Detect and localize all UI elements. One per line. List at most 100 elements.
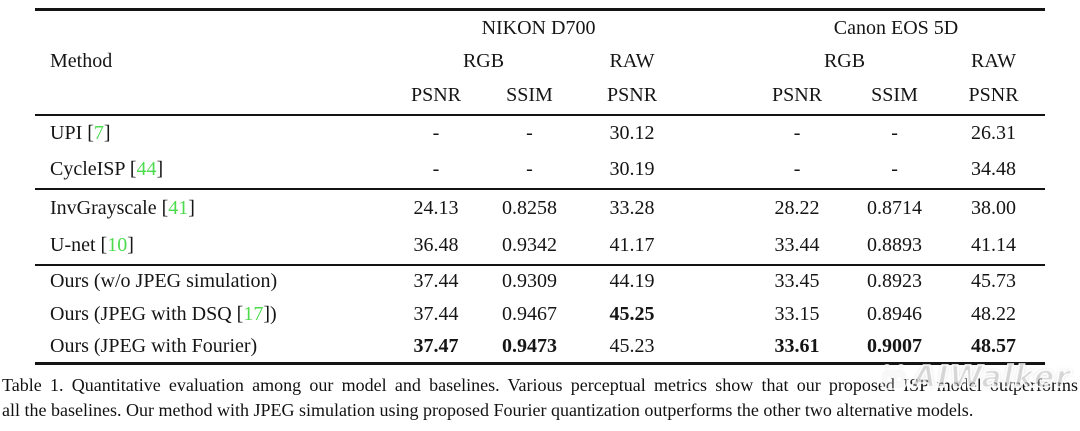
table-row-ours-fourier: Ours (JPEG with Fourier) 37.47 0.9473 45… bbox=[35, 331, 1045, 364]
value-cell: - bbox=[793, 158, 801, 180]
nikon-rgb-psnr-header: PSNR bbox=[410, 84, 462, 106]
value-cell: 34.48 bbox=[971, 158, 1017, 180]
value-cell: 26.31 bbox=[971, 122, 1017, 144]
column-gap bbox=[687, 298, 747, 331]
nikon-rgb-header: RGB bbox=[462, 50, 505, 72]
method-label: Ours (w/o JPEG simulation) bbox=[50, 270, 278, 292]
value-cell: - bbox=[526, 122, 533, 144]
header-metric-row: PSNR SSIM PSNR PSNR SSIM PSNR bbox=[35, 78, 1046, 115]
column-gap bbox=[687, 152, 747, 189]
value-cell: 48.22 bbox=[971, 302, 1017, 325]
value-cell: 24.13 bbox=[413, 196, 459, 219]
canon-raw-psnr-header: PSNR bbox=[968, 84, 1019, 106]
baseline-section-unpaired: UPI [7] - - 30.12 - - 26.31 CycleISP [44… bbox=[35, 115, 1045, 189]
citation-number: 44 bbox=[136, 158, 157, 180]
value-cell: 30.19 bbox=[609, 158, 655, 180]
table-header: NIKON D700 Canon EOS 5D Method RGB RAW R… bbox=[35, 10, 1046, 115]
canon-rgb-psnr-header: PSNR bbox=[772, 84, 823, 106]
value-cell: 0.9467 bbox=[502, 302, 557, 325]
method-label: Ours (JPEG with DSQ [ bbox=[50, 302, 244, 325]
value-cell: 33.61 bbox=[774, 334, 820, 357]
value-cell: 0.8923 bbox=[867, 270, 923, 292]
column-gap bbox=[687, 189, 747, 227]
value-cell: 37.44 bbox=[413, 302, 459, 325]
value-cell: 33.45 bbox=[774, 270, 820, 292]
table-row-ours-no-jpeg: Ours (w/o JPEG simulation) 37.44 0.9309 … bbox=[35, 264, 1046, 298]
method-cell: UPI [7] bbox=[35, 115, 390, 152]
column-gap bbox=[687, 10, 747, 46]
value-cell: 45.73 bbox=[971, 270, 1017, 292]
value-cell: 36.48 bbox=[413, 233, 459, 256]
citation-number: 7 bbox=[93, 122, 104, 144]
table-caption: Table 1. Quantitative evaluation among o… bbox=[2, 373, 1078, 423]
camera-group-canon: Canon EOS 5D bbox=[833, 16, 959, 39]
value-cell: - bbox=[432, 122, 440, 144]
method-label: U-net [ bbox=[50, 233, 108, 256]
method-label: UPI [ bbox=[50, 122, 94, 144]
value-cell: 0.9309 bbox=[502, 270, 557, 292]
value-cell: 37.44 bbox=[413, 270, 459, 292]
value-cell: - bbox=[891, 122, 898, 144]
header-empty-cell bbox=[35, 10, 390, 46]
value-cell: 33.15 bbox=[774, 302, 820, 325]
value-cell: 44.19 bbox=[609, 270, 655, 292]
value-cell: 45.25 bbox=[609, 302, 655, 325]
value-cell: 0.9007 bbox=[867, 334, 923, 357]
value-cell: 0.8893 bbox=[867, 233, 923, 256]
table-row-upi: UPI [7] - - 30.12 - - 26.31 bbox=[35, 115, 1045, 152]
value-cell: 41.17 bbox=[609, 233, 655, 256]
table-row-unet: U-net [10] 36.48 0.9342 41.17 33.44 0.88… bbox=[35, 227, 1045, 265]
ours-section: Ours (w/o JPEG simulation) 37.44 0.9309 … bbox=[35, 264, 1046, 364]
header-empty-cell bbox=[35, 78, 390, 115]
method-label: InvGrayscale [ bbox=[50, 196, 169, 219]
method-label: CycleISP [ bbox=[50, 158, 137, 180]
value-cell: 0.9473 bbox=[502, 334, 557, 357]
nikon-rgb-ssim-header: SSIM bbox=[506, 84, 553, 106]
method-cell: InvGrayscale [41] bbox=[35, 189, 390, 227]
caption-line-1: Table 1. Quantitative evaluation among o… bbox=[2, 375, 1078, 395]
table-row-invgrayscale: InvGrayscale [41] 24.13 0.8258 33.28 28.… bbox=[35, 188, 1046, 227]
value-cell: 33.44 bbox=[774, 233, 820, 256]
method-label-suffix: ] bbox=[127, 233, 134, 256]
column-gap bbox=[687, 78, 747, 115]
value-cell: 28.22 bbox=[774, 196, 820, 219]
column-gap bbox=[687, 265, 747, 298]
method-label: Ours (JPEG with Fourier) bbox=[50, 334, 258, 357]
table-row-ours-dsq: Ours (JPEG with DSQ [17]) 37.44 0.9467 4… bbox=[35, 298, 1045, 331]
method-cell: U-net [10] bbox=[35, 227, 390, 265]
results-table: NIKON D700 Canon EOS 5D Method RGB RAW R… bbox=[35, 8, 1046, 365]
value-cell: 0.8714 bbox=[867, 196, 923, 219]
method-cell: CycleISP [44] bbox=[35, 152, 390, 189]
value-cell: - bbox=[526, 158, 533, 180]
camera-group-nikon: NIKON D700 bbox=[481, 16, 596, 39]
nikon-raw-header: RAW bbox=[609, 50, 655, 72]
value-cell: - bbox=[891, 158, 898, 180]
canon-rgb-ssim-header: SSIM bbox=[871, 84, 918, 106]
nikon-raw-psnr-header: PSNR bbox=[607, 84, 658, 106]
method-cell: Ours (w/o JPEG simulation) bbox=[35, 265, 390, 298]
method-label-suffix: ]) bbox=[263, 302, 277, 325]
value-cell: 37.47 bbox=[413, 334, 459, 357]
method-label-suffix: ] bbox=[188, 196, 195, 219]
method-cell: Ours (JPEG with Fourier) bbox=[35, 331, 390, 364]
table-row-cycleisp: CycleISP [44] - - 30.19 - - 34.48 bbox=[35, 152, 1045, 189]
canon-rgb-header: RGB bbox=[823, 50, 866, 72]
value-cell: 45.23 bbox=[609, 334, 655, 357]
citation-number: 17 bbox=[243, 302, 264, 325]
value-cell: 41.14 bbox=[971, 233, 1017, 256]
value-cell: - bbox=[793, 122, 801, 144]
citation-number: 41 bbox=[168, 196, 189, 219]
citation-number: 10 bbox=[107, 233, 128, 256]
baseline-section-supervised: InvGrayscale [41] 24.13 0.8258 33.28 28.… bbox=[35, 188, 1046, 265]
column-gap bbox=[687, 115, 747, 152]
value-cell: - bbox=[432, 158, 440, 180]
header-format-row: Method RGB RAW RGB RAW bbox=[35, 46, 1045, 78]
value-cell: 30.12 bbox=[609, 122, 655, 144]
value-cell: 0.8258 bbox=[502, 196, 557, 219]
column-gap bbox=[687, 46, 747, 78]
method-column-header: Method bbox=[50, 50, 113, 72]
method-label-suffix: ] bbox=[156, 158, 164, 180]
caption-line-2: all the baselines. Our method with JPEG … bbox=[2, 400, 974, 420]
value-cell: 0.8946 bbox=[867, 302, 923, 325]
